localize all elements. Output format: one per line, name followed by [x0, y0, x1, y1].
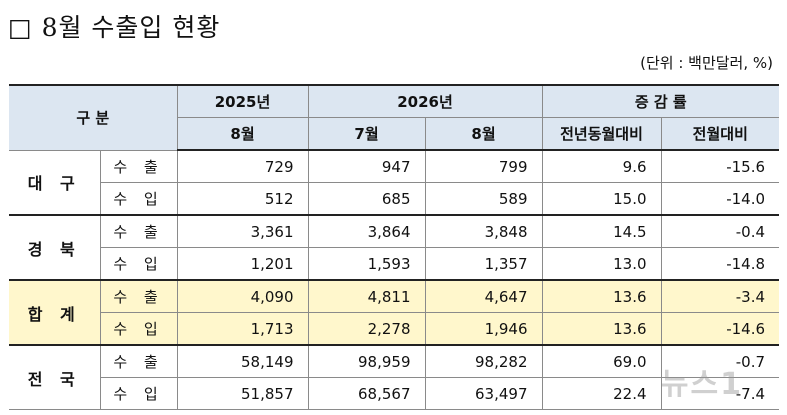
table-row: 수 입 51,857 68,567 63,497 22.4 -7.4 — [9, 377, 780, 410]
table-row: 경 북 수 출 3,361 3,864 3,848 14.5 -0.4 — [9, 214, 780, 281]
table-row: 전 국 수 출 58,149 98,959 98,282 69.0 -0.7 — [9, 344, 780, 410]
row-type-label: 수 입 — [100, 377, 178, 410]
cell-2026-jul: 98,959 — [307, 344, 426, 378]
cell-2026-aug: 4,647 — [424, 279, 543, 313]
cell-2025-aug: 1,201 — [176, 247, 309, 281]
cell-yoy: 22.4 — [541, 377, 662, 410]
row-type-label: 수 출 — [99, 214, 178, 248]
cell-yoy: 13.0 — [541, 247, 662, 281]
cell-mom: -14.6 — [660, 312, 780, 346]
row-type-label: 수 출 — [99, 279, 178, 313]
header-year-2025: 2025년 — [176, 84, 309, 118]
unit-note: (단위 : 백만달러, %) — [640, 54, 773, 72]
cell-mom: -14.8 — [660, 247, 780, 281]
cell-2026-jul: 1,593 — [307, 247, 426, 281]
table-row: 수 입 1,713 2,278 1,946 13.6 -14.6 — [9, 312, 780, 346]
news1-watermark: 뉴스1 — [660, 367, 743, 402]
table-row: 대 구 수 출 729 947 799 9.6 -15.6 — [9, 149, 780, 216]
cell-2026-aug: 3,848 — [424, 214, 543, 248]
region-label: 대 구 — [9, 149, 101, 216]
cell-2025-aug: 729 — [176, 149, 309, 183]
row-type-label: 수 출 — [99, 344, 178, 378]
cell-2026-aug: 589 — [424, 182, 543, 216]
header-year-2026: 2026년 — [307, 84, 543, 118]
cell-mom: -3.4 — [660, 279, 780, 313]
cell-2025-aug: 51,857 — [176, 377, 309, 410]
cell-2026-jul: 2,278 — [307, 312, 426, 346]
cell-2026-jul: 68,567 — [307, 377, 426, 410]
page-title: □ 8월 수출입 현황 — [8, 13, 221, 42]
header-division: 구 분 — [9, 84, 178, 151]
header-rate: 증 감 률 — [541, 84, 780, 118]
cell-yoy: 9.6 — [541, 149, 662, 183]
cell-yoy: 14.5 — [541, 214, 662, 248]
cell-2026-aug: 63,497 — [424, 377, 543, 410]
header-2026-aug: 8월 — [424, 117, 543, 151]
cell-yoy: 15.0 — [541, 182, 662, 216]
cell-2026-aug: 1,946 — [424, 312, 543, 346]
cell-2025-aug: 4,090 — [176, 279, 309, 313]
cell-2026-aug: 98,282 — [424, 344, 543, 378]
table-row: 합 계 수 출 4,090 4,811 4,647 13.6 -3.4 — [9, 279, 780, 346]
row-type-label: 수 출 — [99, 149, 178, 183]
cell-yoy: 13.6 — [541, 312, 662, 346]
cell-mom: -15.6 — [660, 149, 780, 183]
row-type-label: 수 입 — [100, 247, 178, 281]
cell-2026-jul: 3,864 — [307, 214, 426, 248]
region-label: 경 북 — [9, 214, 101, 281]
row-type-label: 수 입 — [100, 182, 178, 216]
cell-mom: -0.4 — [660, 214, 780, 248]
region-label: 전 국 — [9, 344, 101, 410]
header-2025-aug: 8월 — [177, 117, 309, 151]
header-2026-jul: 7월 — [307, 117, 426, 151]
cell-mom: -7.4 — [660, 377, 780, 410]
cell-2026-aug: 799 — [424, 149, 543, 183]
trade-table: 구 분 2025년 2026년 증 감 률 8월 7월 8월 전년동월대비 전월… — [9, 84, 780, 410]
row-type-label: 수 입 — [100, 312, 178, 346]
header-mom: 전월대비 — [660, 117, 780, 151]
cell-yoy: 13.6 — [541, 279, 662, 313]
cell-mom: -14.0 — [660, 182, 780, 216]
cell-2026-jul: 4,811 — [307, 279, 426, 313]
cell-2025-aug: 1,713 — [176, 312, 309, 346]
region-label: 합 계 — [9, 279, 101, 346]
cell-2026-jul: 947 — [307, 149, 426, 183]
header-yoy: 전년동월대비 — [541, 117, 662, 151]
cell-2025-aug: 3,361 — [176, 214, 309, 248]
cell-2025-aug: 512 — [176, 182, 309, 216]
table-row: 수 입 512 685 589 15.0 -14.0 — [9, 182, 780, 216]
table-row: 수 입 1,201 1,593 1,357 13.0 -14.8 — [9, 247, 780, 281]
cell-2026-aug: 1,357 — [424, 247, 543, 281]
cell-mom: -0.7 — [660, 344, 780, 378]
cell-yoy: 69.0 — [541, 344, 662, 378]
cell-2026-jul: 685 — [307, 182, 426, 216]
cell-2025-aug: 58,149 — [176, 344, 309, 378]
